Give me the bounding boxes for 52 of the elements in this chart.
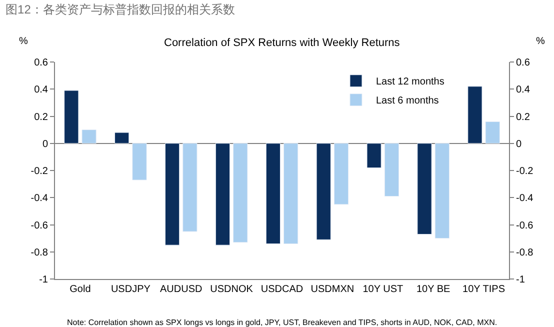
- bar: [114, 132, 130, 144]
- bar: [284, 143, 298, 244]
- y-tick-label: 0.2: [34, 112, 48, 123]
- bar: [164, 143, 180, 246]
- legend-label: Last 6 months: [376, 96, 439, 107]
- chart-title: 图12：各类资产与标普指数回报的相关系数: [6, 2, 235, 16]
- bar: [132, 143, 147, 180]
- y-tick-label: -1: [39, 274, 48, 286]
- x-tick-label: USDNOK: [210, 284, 254, 295]
- y-tick-label: -0.8: [30, 247, 48, 258]
- x-tick-label: USDMXN: [310, 284, 354, 295]
- y-tick-label: 0.4: [34, 84, 48, 96]
- y2-tick-label: -0.6: [516, 220, 534, 232]
- y2-tick-label: -1: [516, 274, 526, 286]
- y2-tick-label: 0.2: [516, 112, 530, 123]
- y2-tick-label: -0.2: [516, 166, 534, 177]
- x-tick-label: USDCAD: [260, 284, 304, 295]
- bar: [233, 143, 248, 243]
- y2-tick-label: -0.4: [516, 193, 534, 204]
- legend-label: Last 12 months: [376, 76, 444, 88]
- x-tick-label: 10Y UST: [362, 284, 404, 295]
- text: Note: Correlation shown as SPX longs vs longs in gold, JPY, UST, Breakeven and TIPS, shorts in AUD, NOK, CAD, MXN.: [67, 318, 498, 327]
- chart-subtitle: Correlation of SPX Returns with Weekly Returns: [164, 37, 400, 49]
- y-tick-label: -0.6: [30, 220, 48, 232]
- bar: [316, 143, 331, 240]
- x-tick-label: AUDUSD: [160, 284, 202, 295]
- x-tick-label: USDJPY: [110, 284, 151, 295]
- x-tick-label: 10Y TIPS: [462, 284, 506, 295]
- bar: [64, 90, 79, 144]
- y2-tick-label: 0: [516, 138, 522, 150]
- y2-axis-title: %: [536, 36, 545, 47]
- y2-tick-label: 0.6: [516, 58, 530, 68]
- y-tick-label: -0.2: [30, 166, 48, 177]
- bar: [485, 121, 500, 144]
- bar: [334, 143, 349, 205]
- bar: [468, 86, 482, 144]
- y-tick-label: 0: [42, 138, 48, 150]
- bar: [266, 143, 280, 244]
- y2-tick-label: 0.4: [516, 84, 530, 96]
- y-tick-label: 0.6: [34, 58, 48, 68]
- bar: [366, 143, 382, 168]
- bar: [182, 143, 198, 232]
- bar: [82, 130, 96, 144]
- bar: [384, 143, 400, 197]
- bar: [417, 143, 432, 234]
- bar: [434, 143, 450, 239]
- x-tick-label: 10Y BE: [416, 284, 451, 295]
- y-axis-title: %: [19, 36, 28, 47]
- x-tick-label: Gold: [70, 284, 91, 295]
- y2-tick-label: -0.8: [516, 247, 534, 258]
- y-tick-label: -0.4: [30, 193, 48, 204]
- bar: [215, 143, 230, 246]
